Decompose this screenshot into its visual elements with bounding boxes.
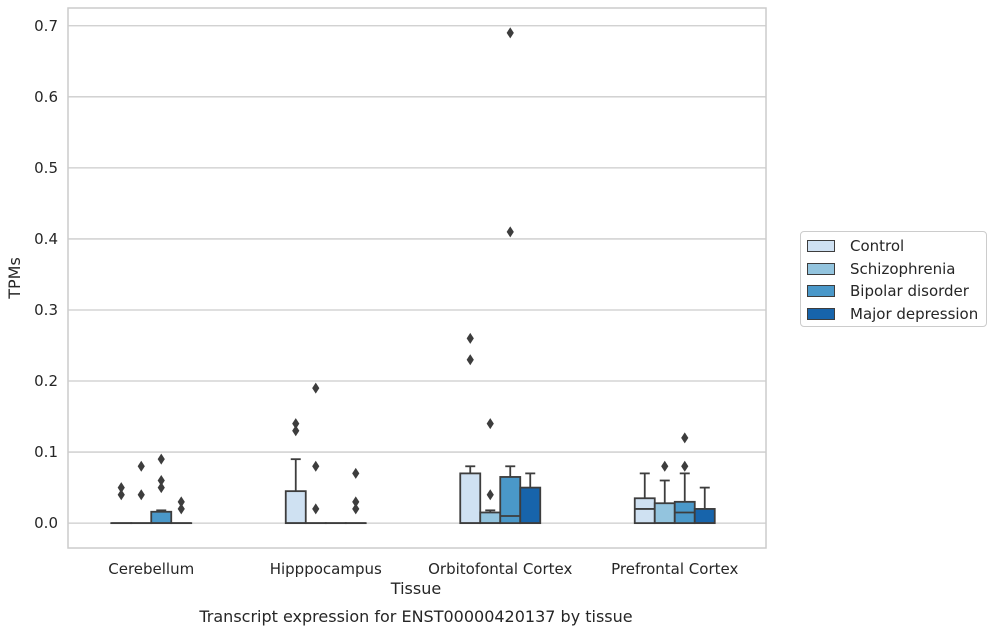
box-orbitofontal-cortex-major-depression	[519, 472, 542, 525]
y-tick-label: 0.5	[34, 159, 58, 177]
box-body	[284, 490, 307, 525]
box-prefrontal-cortex-major-depression	[693, 486, 716, 525]
box-body	[653, 502, 676, 525]
y-tick-label: 0.7	[34, 17, 58, 35]
box-prefrontal-cortex-control	[633, 472, 656, 525]
outlier-point	[352, 467, 360, 479]
legend-item-control: Control	[807, 235, 986, 258]
grid-lines	[68, 25, 766, 524]
outlier-point	[137, 460, 145, 472]
legend-item-bipolar-disorder: Bipolar disorder	[807, 280, 986, 303]
y-tick-label: 0.3	[34, 301, 58, 319]
outlier-point	[117, 489, 125, 501]
y-tick-label: 0.1	[34, 443, 58, 461]
outlier-point	[157, 482, 165, 494]
legend-label-major-depression: Major depression	[850, 304, 979, 323]
box-cerebellum-bipolar-disorder	[150, 453, 173, 525]
outlier-point	[486, 489, 494, 501]
x-tick-label: Hipppocampus	[270, 560, 382, 578]
outlier-point	[312, 382, 320, 394]
box-body	[693, 508, 716, 525]
legend-swatch-bipolar-disorder	[807, 285, 835, 298]
legend-swatch-schizophrenia	[807, 262, 835, 275]
legend-label-bipolar-disorder: Bipolar disorder	[850, 282, 969, 301]
legend-label-schizophrenia: Schizophrenia	[850, 259, 956, 278]
box-body	[459, 472, 482, 525]
box-hipppocampus-control	[284, 418, 307, 525]
box-orbitofontal-cortex-control	[459, 332, 482, 525]
x-axis-title: Tissue	[390, 579, 441, 598]
outlier-point	[486, 418, 494, 430]
x-tick-label: Cerebellum	[108, 560, 194, 578]
box-orbitofontal-cortex-bipolar-disorder	[499, 27, 522, 525]
outlier-point	[292, 425, 300, 437]
box-orbitofontal-cortex-schizophrenia	[479, 418, 502, 525]
x-tick-labels: Cerebellum Hipppocampus Orbitofontal Corte…	[108, 560, 738, 578]
legend-swatch-control	[807, 240, 835, 253]
plot-area-frame	[67, 7, 767, 549]
legend-swatch-major-depression	[807, 307, 835, 320]
box-prefrontal-cortex-bipolar-disorder	[673, 432, 696, 525]
outlier-point	[157, 475, 165, 486]
y-tick-label: 0.2	[34, 372, 58, 390]
outlier-point	[312, 503, 320, 515]
y-tick-label: 0.0	[34, 514, 58, 532]
box-body	[479, 511, 502, 525]
boxes	[110, 27, 716, 525]
outlier-point	[312, 460, 320, 472]
outlier-point	[352, 503, 360, 515]
box-cerebellum-major-depression	[170, 496, 193, 525]
box-body	[633, 497, 656, 525]
box-prefrontal-cortex-schizophrenia	[653, 460, 676, 525]
box-hipppocampus-major-depression	[344, 467, 367, 525]
box-body	[150, 510, 173, 525]
legend-item-major-depression: Major depression	[807, 303, 986, 326]
x-tick-label: Prefrontal Cortex	[611, 560, 738, 578]
box-body	[519, 486, 542, 525]
legend: Control Schizophrenia Bipolar disorder M…	[800, 231, 987, 327]
outlier-point	[681, 432, 689, 444]
outlier-point	[506, 27, 514, 39]
x-tick-label: Orbitofontal Cortex	[428, 560, 572, 578]
outlier-point	[137, 489, 145, 501]
y-tick-labels: 0.0 0.1 0.2 0.3 0.4 0.5 0.6 0.7	[34, 17, 58, 532]
outlier-point	[466, 354, 474, 366]
y-tick-label: 0.6	[34, 88, 58, 106]
outlier-point	[506, 226, 514, 238]
y-axis-title: TPMs	[5, 257, 24, 300]
outlier-point	[681, 460, 689, 472]
outlier-point	[661, 460, 669, 472]
box-cerebellum-control	[110, 482, 133, 525]
y-tick-label: 0.4	[34, 230, 58, 248]
legend-item-schizophrenia: Schizophrenia	[807, 258, 986, 281]
outlier-point	[177, 496, 185, 508]
box-cerebellum-schizophrenia	[130, 460, 153, 525]
outlier-point	[352, 496, 360, 508]
outlier-point	[292, 418, 300, 430]
chart-title: Transcript expression for ENST0000042013…	[198, 607, 632, 626]
box-hipppocampus-schizophrenia	[304, 382, 327, 525]
outlier-point	[177, 503, 185, 515]
outlier-point	[466, 332, 474, 344]
legend-label-control: Control	[850, 237, 905, 256]
outlier-point	[157, 453, 165, 465]
outlier-point	[117, 482, 125, 494]
